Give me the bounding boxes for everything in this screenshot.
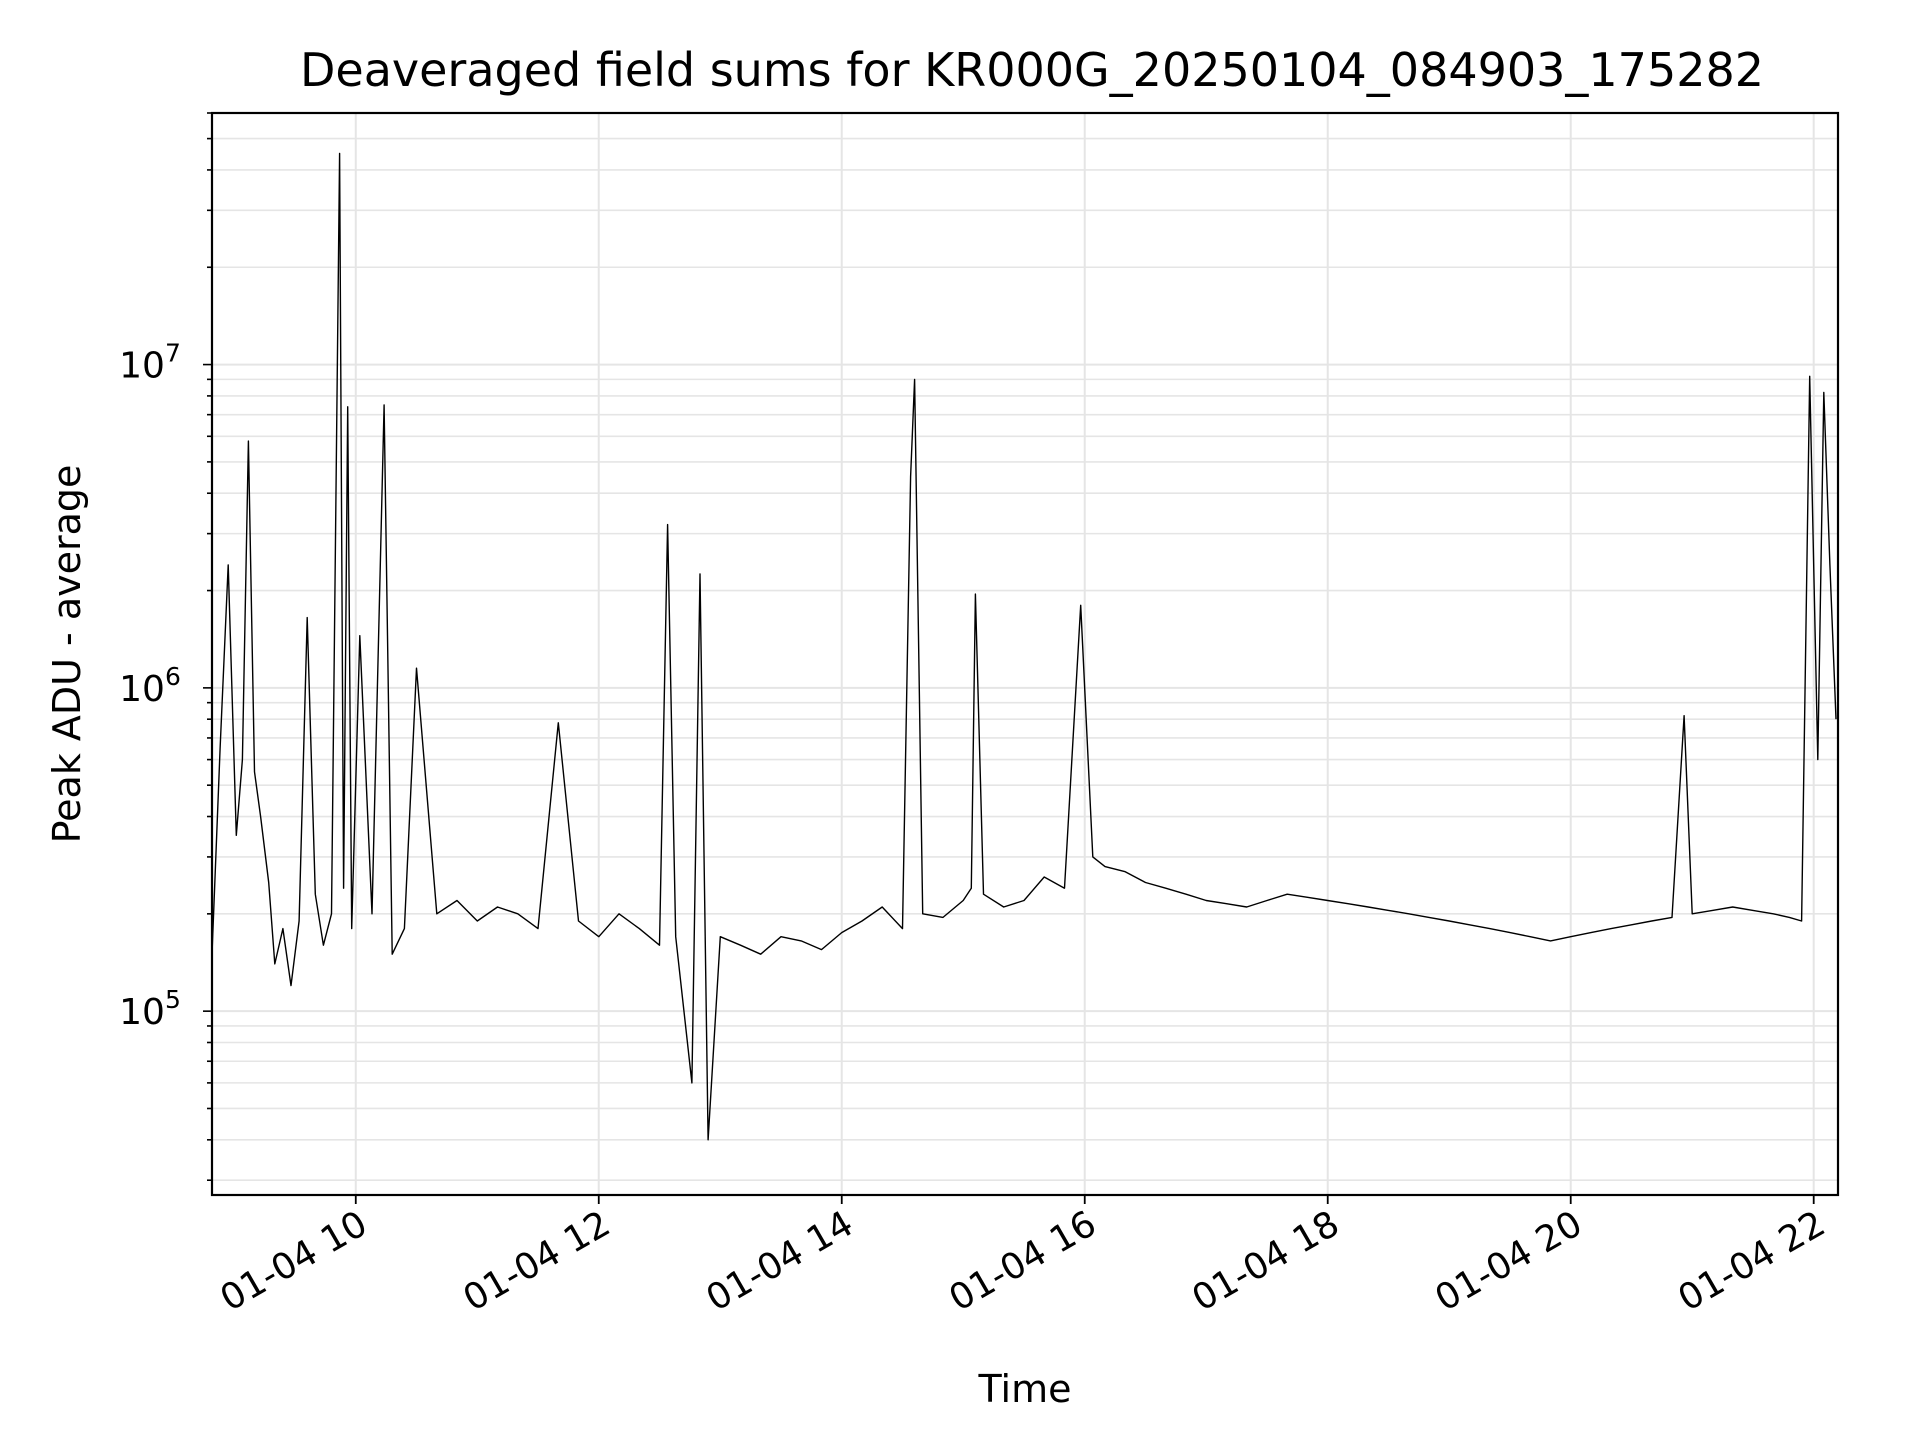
grid-lines	[212, 112, 1838, 1195]
x-axis-label: Time	[978, 1367, 1072, 1411]
y-tick-label: 105	[119, 985, 181, 1033]
y-tick-label: 107	[119, 339, 181, 387]
chart-title: Deaveraged field sums for KR000G_2025010…	[300, 43, 1764, 97]
y-axis-label: Peak ADU - average	[45, 465, 89, 844]
series-line	[211, 152, 1837, 1141]
y-tick-label: 106	[119, 662, 181, 710]
plot-frame	[210, 111, 1840, 1197]
series-layer	[211, 152, 1837, 1141]
